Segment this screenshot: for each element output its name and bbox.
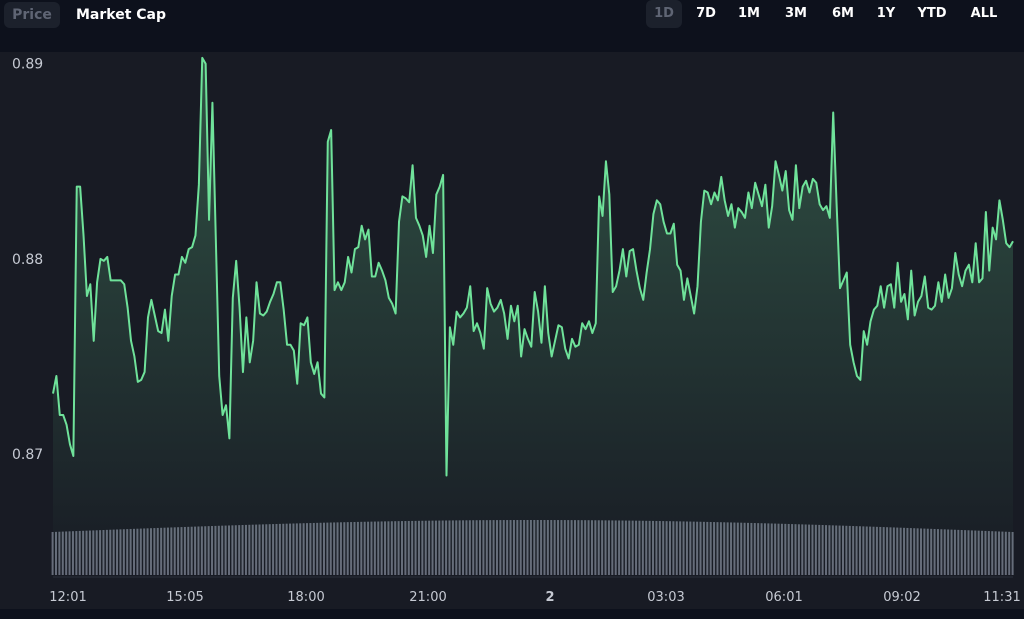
chart-toolbar: Price Market Cap 1D 7D 1M 3M 6M 1Y YTD ALL	[0, 0, 1024, 52]
range-all[interactable]: ALL	[970, 6, 998, 21]
price-chart[interactable]: 0.89 0.88 0.87 12:01 15:05 18:00 21:00 2 03:03 0…	[0, 52, 1024, 609]
price-area	[52, 56, 1014, 578]
x-tick-label: 06:01	[765, 590, 802, 605]
range-1d[interactable]: 1D	[646, 0, 682, 28]
x-tick-label: 18:00	[287, 590, 324, 605]
y-tick-label: 0.88	[12, 252, 43, 268]
chart-panel: 0.89 0.88 0.87 12:01 15:05 18:00 21:00 2 03:03 0…	[0, 52, 1024, 609]
price-line[interactable]	[52, 56, 1014, 477]
x-tick-label: 21:00	[409, 590, 446, 605]
x-tick-label: 09:02	[883, 590, 920, 605]
range-6m[interactable]: 6M	[832, 6, 854, 21]
price-area-fill	[53, 57, 1013, 578]
x-tick-label: 2	[545, 590, 554, 605]
y-axis: 0.89 0.88 0.87	[12, 57, 43, 463]
x-tick-label: 12:01	[49, 590, 86, 605]
x-tick-label: 03:03	[647, 590, 684, 605]
range-3m[interactable]: 3M	[785, 6, 807, 21]
volume-bar	[51, 532, 54, 575]
x-tick-label: 15:05	[166, 590, 203, 605]
range-7d[interactable]: 7D	[696, 6, 716, 21]
x-tick-label: 11:31	[983, 590, 1020, 605]
y-tick-label: 0.87	[12, 447, 43, 463]
range-1m[interactable]: 1M	[738, 6, 760, 21]
y-tick-label: 0.89	[12, 57, 43, 73]
tab-price[interactable]: Price	[4, 2, 60, 28]
tab-market-cap[interactable]: Market Cap	[76, 7, 167, 23]
range-ytd[interactable]: YTD	[917, 6, 947, 21]
range-1y[interactable]: 1Y	[876, 6, 896, 21]
x-axis: 12:01 15:05 18:00 21:00 2 03:03 06:01 09:02 11:3…	[49, 576, 1021, 605]
